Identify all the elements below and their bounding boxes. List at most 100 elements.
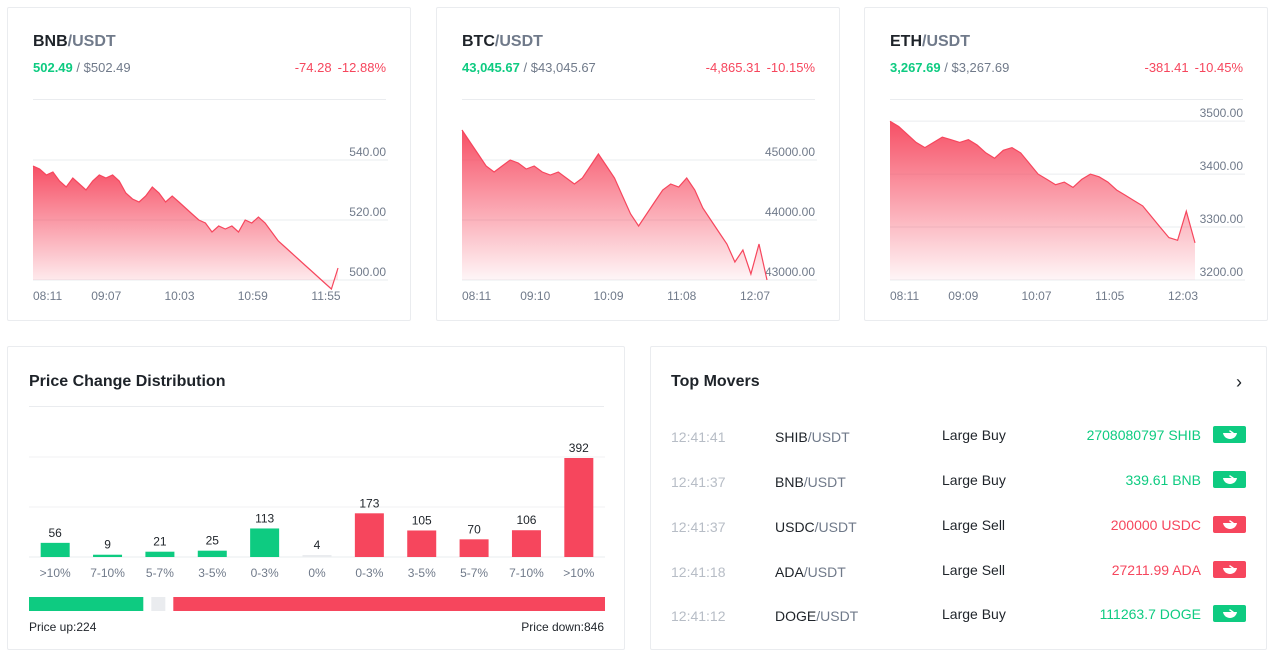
distribution-bar[interactable] — [564, 458, 594, 557]
distribution-bar[interactable] — [40, 542, 70, 557]
change-percent: -12.88% — [337, 60, 386, 75]
price-down-ratio-bar — [173, 597, 606, 611]
price-area-chart: 45000.00 44000.00 43000.00 08:11 09:10 10:09 1… — [461, 129, 817, 303]
y-tick-label: 3300.00 — [1200, 212, 1244, 226]
bar-value-label: 173 — [359, 496, 379, 510]
bar-value-label: 70 — [467, 522, 481, 536]
bowl-icon — [1222, 564, 1237, 574]
chevron-right-icon[interactable]: › — [1236, 372, 1242, 392]
price-area — [33, 166, 338, 289]
buy-badge-icon — [1213, 471, 1246, 488]
pair-base: BTC — [462, 33, 495, 50]
bar-category-label: 0-3% — [355, 566, 383, 580]
mover-row[interactable]: 12:41:18 ADA/USDT Large Sell 27211.99 ADA — [651, 561, 1266, 584]
ticker-card-btc[interactable]: BTC/USDT 43,045.67 / $43,045.67 -4,865.3… — [436, 7, 840, 321]
x-tick-label: 10:09 — [593, 289, 623, 303]
price-separator: / — [523, 60, 528, 75]
distribution-bar-chart: 56 >10% 9 7-10% 21 5-7% 25 3-5% 113 0-3% 4 0% 173 0-3… — [29, 441, 606, 611]
bowl-icon — [1222, 519, 1237, 529]
buy-badge-icon — [1213, 605, 1246, 622]
mover-row[interactable]: 12:41:41 SHIB/USDT Large Buy 2708080797 SHI… — [651, 426, 1266, 449]
bowl-icon — [1222, 608, 1237, 618]
price-separator: / — [76, 60, 81, 75]
x-tick-label: 08:11 — [890, 289, 919, 303]
mover-pair[interactable]: SHIB/USDT — [775, 429, 850, 445]
x-tick-label: 09:09 — [948, 289, 978, 303]
ticker-prices: 43,045.67 / $43,045.67 — [462, 60, 596, 75]
pair-base: BNB — [33, 33, 68, 50]
price-area — [890, 121, 1195, 280]
bar-value-label: 113 — [255, 511, 274, 525]
change-value: -381.41 — [1144, 60, 1189, 75]
bar-category-label: 5-7% — [146, 566, 174, 580]
price-area-chart: 540.00 520.00 500.00 08:11 09:07 10:03 10:59 11… — [32, 145, 388, 303]
distribution-bar[interactable] — [302, 555, 332, 557]
bar-value-label: 106 — [516, 513, 536, 527]
y-tick-label: 45000.00 — [765, 145, 815, 159]
ticker-card-eth[interactable]: ETH/USDT 3,267.69 / $3,267.69 -381.41 -10… — [864, 7, 1268, 321]
x-tick-label: 11:08 — [667, 289, 696, 303]
mover-time: 12:41:41 — [671, 429, 726, 445]
usd-price: $502.49 — [83, 60, 131, 75]
distribution-bar[interactable] — [511, 530, 541, 557]
price-flat-ratio-bar — [151, 597, 166, 611]
divider — [29, 406, 604, 407]
bar-value-label: 4 — [314, 538, 321, 552]
mover-time: 12:41:37 — [671, 519, 726, 535]
distribution-bar[interactable] — [459, 539, 489, 557]
distribution-bar[interactable] — [145, 551, 175, 557]
pair-quote: /USDT — [922, 33, 970, 50]
x-tick-label: 08:11 — [462, 289, 491, 303]
distribution-bar[interactable] — [197, 550, 227, 557]
mover-amount: 27211.99 ADA — [1111, 562, 1201, 578]
distribution-bar[interactable] — [407, 530, 437, 557]
mover-type: Large Buy — [942, 606, 1006, 622]
mover-pair[interactable]: ADA/USDT — [775, 564, 846, 580]
mover-row[interactable]: 12:41:37 BNB/USDT Large Buy 339.61 BNB — [651, 471, 1266, 494]
mover-row[interactable]: 12:41:37 USDC/USDT Large Sell 200000 USDC — [651, 516, 1266, 539]
change-percent: -10.45% — [1194, 60, 1243, 75]
bowl-icon — [1222, 474, 1237, 484]
ticker-pair: ETH/USDT — [890, 33, 970, 51]
y-tick-label: 540.00 — [349, 145, 386, 159]
card-title: Top Movers — [671, 373, 760, 390]
pair-base: USDC — [775, 519, 815, 535]
mover-pair[interactable]: DOGE/USDT — [775, 608, 858, 624]
mover-row[interactable]: 12:41:12 DOGE/USDT Large Buy 111263.7 DOGE — [651, 605, 1266, 628]
x-tick-label: 11:05 — [1095, 289, 1124, 303]
bar-category-label: 7-10% — [90, 566, 125, 580]
bar-value-label: 25 — [206, 534, 220, 548]
y-tick-label: 3500.00 — [1200, 106, 1244, 120]
ticker-pair: BNB/USDT — [33, 33, 116, 51]
mover-amount: 111263.7 DOGE — [1099, 606, 1201, 622]
y-tick-label: 520.00 — [349, 205, 386, 219]
bar-category-label: 0-3% — [251, 566, 279, 580]
ticker-pair: BTC/USDT — [462, 33, 543, 51]
pair-quote: /USDT — [67, 33, 116, 50]
sell-badge-icon — [1213, 516, 1246, 533]
bar-value-label: 21 — [153, 535, 167, 549]
bar-category-label: 7-10% — [509, 566, 544, 580]
pair-quote: /USDT — [803, 564, 846, 580]
change-value: -74.28 — [294, 60, 332, 75]
divider — [33, 99, 386, 100]
ticker-card-bnb[interactable]: BNB/USDT 502.49 / $502.49 -74.28 -12.88% … — [7, 7, 411, 321]
change-percent: -10.15% — [766, 60, 815, 75]
pair-base: BNB — [775, 474, 804, 490]
mover-time: 12:41:37 — [671, 474, 726, 490]
distribution-bar[interactable] — [250, 528, 280, 557]
distribution-bar[interactable] — [93, 554, 123, 557]
price-area-chart: 3500.00 3400.00 3300.00 3200.00 08:11 09:09 10… — [889, 106, 1245, 303]
mover-pair[interactable]: BNB/USDT — [775, 474, 846, 490]
price-change-distribution-card: Price Change Distribution 56 >10% 9 7-10% 21… — [7, 346, 625, 650]
mover-type: Large Sell — [942, 562, 1006, 578]
bar-category-label: >10% — [40, 566, 71, 580]
x-tick-label: 12:03 — [1168, 289, 1198, 303]
x-tick-label: 09:10 — [520, 289, 550, 303]
ticker-change: -4,865.31 -10.15% — [706, 60, 815, 75]
mover-amount: 2708080797 SHIB — [1086, 427, 1201, 443]
mover-pair[interactable]: USDC/USDT — [775, 519, 857, 535]
bar-value-label: 392 — [569, 441, 589, 455]
bowl-icon — [1222, 429, 1237, 439]
distribution-bar[interactable] — [354, 513, 384, 557]
